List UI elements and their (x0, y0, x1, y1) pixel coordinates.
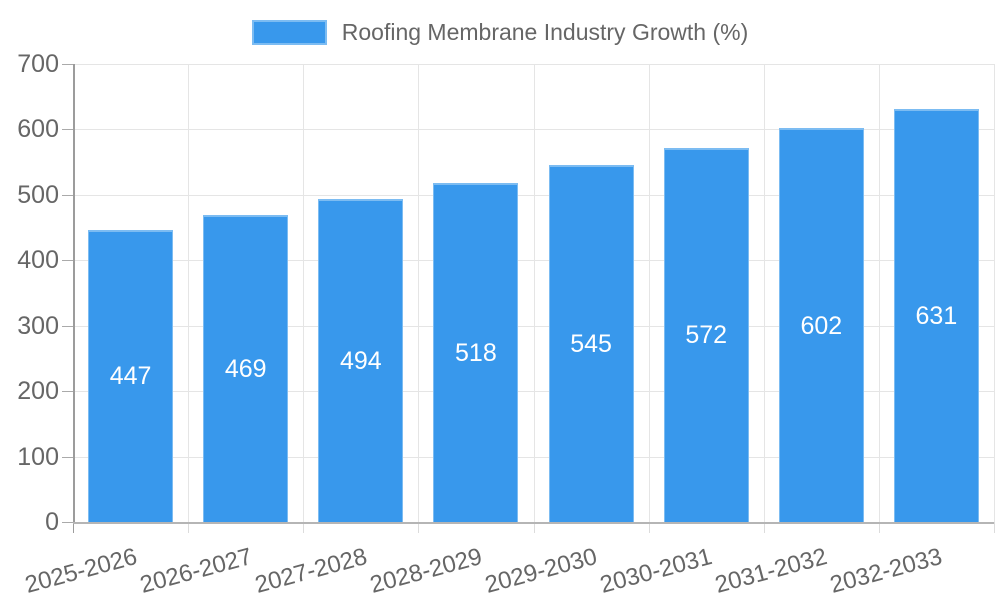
bar-2031-2032[interactable]: 602 (778, 128, 864, 522)
gridline-horizontal (73, 195, 994, 196)
gridline-vertical (418, 64, 419, 522)
gridline-vertical (649, 64, 650, 522)
y-axis-tick (62, 457, 73, 458)
x-axis-tick (73, 522, 74, 533)
bar-value-label: 545 (570, 330, 612, 359)
y-tick-label: 600 (17, 115, 59, 143)
y-tick-label: 300 (17, 312, 59, 340)
bar-2029-2030[interactable]: 545 (548, 165, 634, 522)
x-axis-tick (764, 522, 765, 533)
x-axis-tick (649, 522, 650, 533)
x-axis-tick (418, 522, 419, 533)
bar-2030-2031[interactable]: 572 (663, 147, 749, 522)
x-axis-tick (188, 522, 189, 533)
y-tick-label: 500 (17, 181, 59, 209)
gridline-horizontal (73, 457, 994, 458)
bar-value-label: 518 (455, 339, 497, 368)
bar-2026-2027[interactable]: 469 (203, 215, 289, 522)
gridline-horizontal (73, 260, 994, 261)
y-axis-tick (62, 129, 73, 130)
x-axis-tick (534, 522, 535, 533)
gridline-vertical (534, 64, 535, 522)
gridline-horizontal (73, 129, 994, 130)
bar-value-label: 469 (224, 355, 267, 384)
chart-legend[interactable]: Roofing Membrane Industry Growth (%) (0, 20, 1000, 45)
y-axis-tick (62, 391, 73, 392)
bar-2027-2028[interactable]: 494 (318, 198, 404, 522)
x-axis-tick (879, 522, 880, 533)
gridline-vertical (879, 64, 880, 522)
y-tick-label: 0 (45, 508, 59, 536)
y-tick-label: 700 (17, 50, 59, 78)
y-axis-line (73, 64, 75, 522)
gridline-horizontal (73, 391, 994, 392)
x-axis-tick (303, 522, 304, 533)
bar-value-label: 631 (915, 302, 958, 331)
bar-2028-2029[interactable]: 518 (433, 183, 519, 522)
y-axis-tick (62, 195, 73, 196)
y-axis-tick (62, 522, 73, 523)
x-axis-tick (994, 522, 995, 533)
y-axis-tick (62, 64, 73, 65)
bar-2025-2026[interactable]: 447 (88, 229, 174, 522)
gridline-horizontal (73, 326, 994, 327)
gridline-vertical (764, 64, 765, 522)
legend-label: Roofing Membrane Industry Growth (%) (341, 19, 749, 45)
y-tick-label: 200 (17, 377, 59, 405)
x-axis-line (73, 522, 994, 524)
bar-value-label: 494 (339, 346, 382, 375)
y-axis-tick (62, 260, 73, 261)
legend-swatch-icon (251, 20, 327, 45)
y-tick-label: 100 (17, 443, 59, 471)
gridline-vertical (303, 64, 304, 522)
bar-2032-2033[interactable]: 631 (893, 109, 979, 522)
bar-value-label: 447 (109, 362, 152, 391)
gridline-vertical (994, 64, 995, 522)
y-tick-label: 400 (17, 246, 59, 274)
gridline-horizontal (73, 64, 994, 65)
y-axis-tick (62, 326, 73, 327)
bar-value-label: 602 (800, 311, 843, 340)
gridline-vertical (188, 64, 189, 522)
bar-value-label: 572 (685, 321, 728, 350)
